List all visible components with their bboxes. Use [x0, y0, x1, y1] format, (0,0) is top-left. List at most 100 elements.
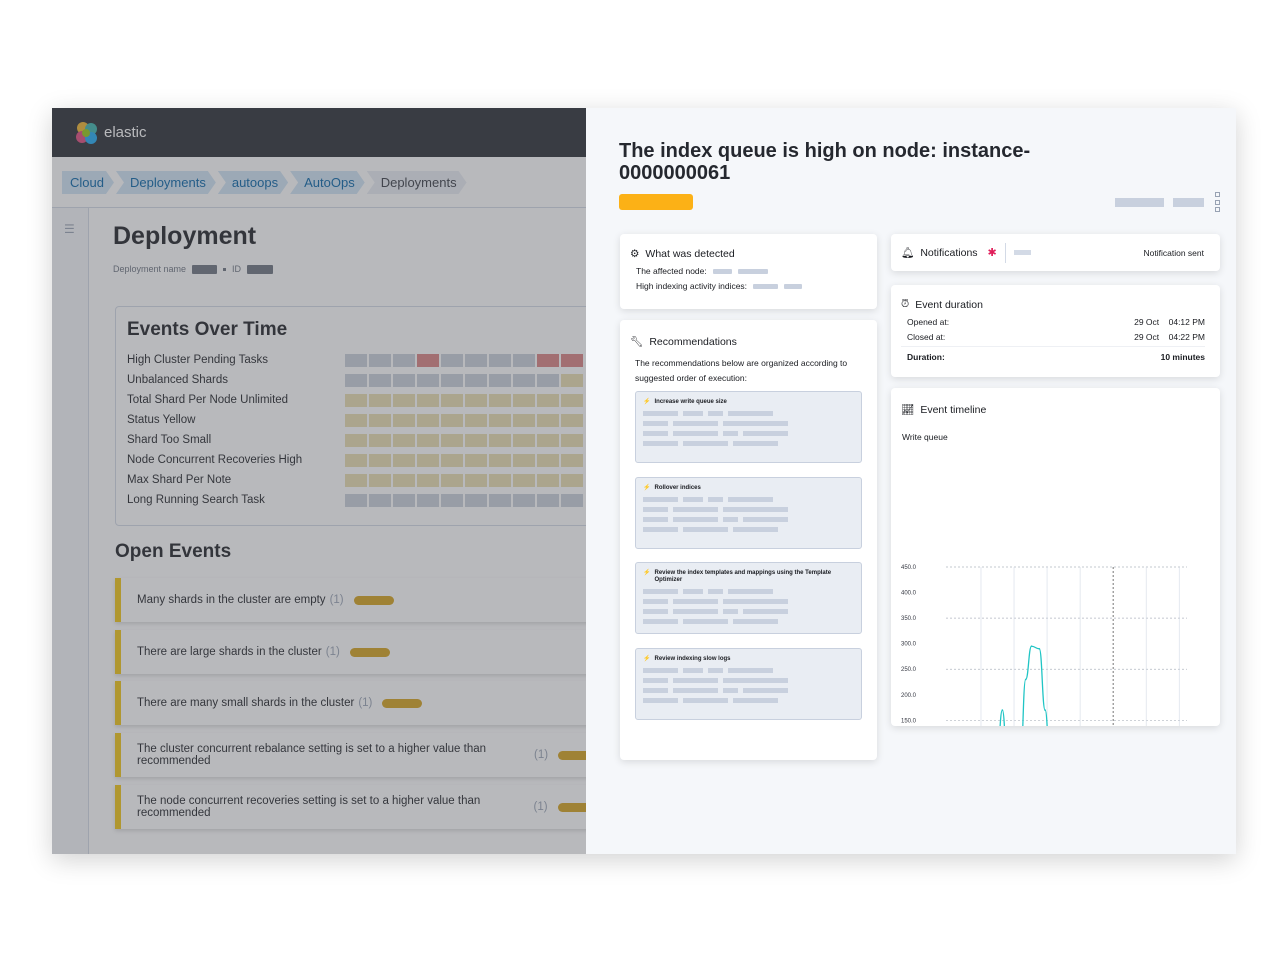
open-event-item[interactable]: Many shards in the cluster are empty (1) [115, 578, 586, 622]
heatmap-cell[interactable] [441, 433, 463, 447]
heatmap-cell[interactable] [561, 353, 583, 367]
heatmap-cell[interactable] [561, 373, 583, 387]
heatmap-cell[interactable] [441, 473, 463, 487]
heatmap-cell[interactable] [537, 353, 559, 367]
event-type-row[interactable]: High Cluster Pending Tasks [127, 350, 583, 370]
action-placeholder[interactable] [1173, 198, 1204, 207]
heatmap-cell[interactable] [441, 453, 463, 467]
heatmap-cell[interactable] [393, 373, 415, 387]
heatmap-cell[interactable] [513, 353, 535, 367]
event-type-row[interactable]: Long Running Search Task [127, 490, 583, 510]
heatmap-cell[interactable] [561, 473, 583, 487]
heatmap-cell[interactable] [369, 413, 391, 427]
heatmap-cell[interactable] [417, 373, 439, 387]
heatmap-cell[interactable] [537, 373, 559, 387]
breadcrumb-cloud[interactable]: Cloud [62, 171, 114, 194]
recommendation-card[interactable]: ⚡ Rollover indices [635, 477, 862, 549]
heatmap-cell[interactable] [345, 453, 367, 467]
heatmap-cell[interactable] [537, 393, 559, 407]
heatmap-cell[interactable] [417, 393, 439, 407]
heatmap-cell[interactable] [441, 393, 463, 407]
heatmap-cell[interactable] [393, 453, 415, 467]
event-type-row[interactable]: Max Shard Per Note [127, 470, 583, 490]
heatmap-cell[interactable] [537, 493, 559, 507]
heatmap-cell[interactable] [465, 433, 487, 447]
menu-toggle-icon[interactable]: ☰ [64, 222, 75, 236]
open-event-item[interactable]: The node concurrent recoveries setting i… [115, 785, 586, 829]
heatmap-cell[interactable] [513, 433, 535, 447]
breadcrumb-autoops-deployment[interactable]: autoops [218, 171, 288, 194]
open-event-item[interactable]: There are many small shards in the clust… [115, 681, 586, 725]
heatmap-cell[interactable] [537, 453, 559, 467]
heatmap-cell[interactable] [369, 473, 391, 487]
heatmap-cell[interactable] [465, 473, 487, 487]
recommendation-card[interactable]: ⚡ Increase write queue size [635, 391, 862, 463]
heatmap-cell[interactable] [345, 373, 367, 387]
heatmap-cell[interactable] [561, 433, 583, 447]
heatmap-cell[interactable] [393, 353, 415, 367]
heatmap-cell[interactable] [393, 473, 415, 487]
heatmap-cell[interactable] [489, 453, 511, 467]
heatmap-cell[interactable] [369, 353, 391, 367]
heatmap-cell[interactable] [489, 433, 511, 447]
heatmap-cell[interactable] [417, 413, 439, 427]
event-type-row[interactable]: Node Concurrent Recoveries High [127, 450, 583, 470]
heatmap-cell[interactable] [489, 393, 511, 407]
heatmap-cell[interactable] [561, 493, 583, 507]
heatmap-cell[interactable] [465, 413, 487, 427]
heatmap-cell[interactable] [345, 393, 367, 407]
open-event-item[interactable]: The cluster concurrent rebalance setting… [115, 733, 586, 777]
heatmap-cell[interactable] [513, 393, 535, 407]
heatmap-cell[interactable] [465, 393, 487, 407]
heatmap-cell[interactable] [369, 433, 391, 447]
heatmap-cell[interactable] [561, 413, 583, 427]
heatmap-cell[interactable] [417, 493, 439, 507]
heatmap-cell[interactable] [417, 433, 439, 447]
breadcrumb-autoops[interactable]: AutoOps [290, 171, 365, 194]
heatmap-cell[interactable] [393, 393, 415, 407]
heatmap-cell[interactable] [537, 473, 559, 487]
event-type-row[interactable]: Total Shard Per Node Unlimited [127, 390, 583, 410]
heatmap-cell[interactable] [537, 433, 559, 447]
breadcrumb-deployments[interactable]: Deployments [116, 171, 216, 194]
heatmap-cell[interactable] [345, 413, 367, 427]
heatmap-cell[interactable] [417, 473, 439, 487]
heatmap-cell[interactable] [417, 353, 439, 367]
heatmap-cell[interactable] [465, 493, 487, 507]
elastic-logo[interactable]: elastic [74, 120, 147, 146]
heatmap-cell[interactable] [513, 453, 535, 467]
heatmap-cell[interactable] [489, 473, 511, 487]
heatmap-cell[interactable] [345, 493, 367, 507]
recommendation-card[interactable]: ⚡ Review the index templates and mappings… [635, 562, 862, 634]
heatmap-cell[interactable] [489, 493, 511, 507]
heatmap-cell[interactable] [537, 413, 559, 427]
heatmap-cell[interactable] [369, 393, 391, 407]
heatmap-cell[interactable] [561, 393, 583, 407]
action-placeholder[interactable] [1115, 198, 1164, 207]
event-type-row[interactable]: Status Yellow [127, 410, 583, 430]
recommendation-card[interactable]: ⚡ Review indexing slow logs [635, 648, 862, 720]
heatmap-cell[interactable] [513, 473, 535, 487]
heatmap-cell[interactable] [513, 493, 535, 507]
heatmap-cell[interactable] [561, 453, 583, 467]
heatmap-cell[interactable] [417, 453, 439, 467]
heatmap-cell[interactable] [489, 413, 511, 427]
heatmap-cell[interactable] [465, 373, 487, 387]
heatmap-cell[interactable] [345, 353, 367, 367]
open-event-item[interactable]: There are large shards in the cluster (1) [115, 630, 586, 674]
dim-overlay[interactable] [52, 108, 586, 854]
heatmap-cell[interactable] [369, 453, 391, 467]
heatmap-cell[interactable] [441, 413, 463, 427]
heatmap-cell[interactable] [393, 413, 415, 427]
heatmap-cell[interactable] [345, 433, 367, 447]
event-type-row[interactable]: Shard Too Small [127, 430, 583, 450]
heatmap-cell[interactable] [489, 373, 511, 387]
heatmap-cell[interactable] [441, 373, 463, 387]
heatmap-cell[interactable] [513, 413, 535, 427]
event-type-row[interactable]: Unbalanced Shards [127, 370, 583, 390]
more-actions-icon[interactable] [1215, 192, 1222, 212]
heatmap-cell[interactable] [393, 433, 415, 447]
heatmap-cell[interactable] [345, 473, 367, 487]
heatmap-cell[interactable] [369, 493, 391, 507]
heatmap-cell[interactable] [489, 353, 511, 367]
